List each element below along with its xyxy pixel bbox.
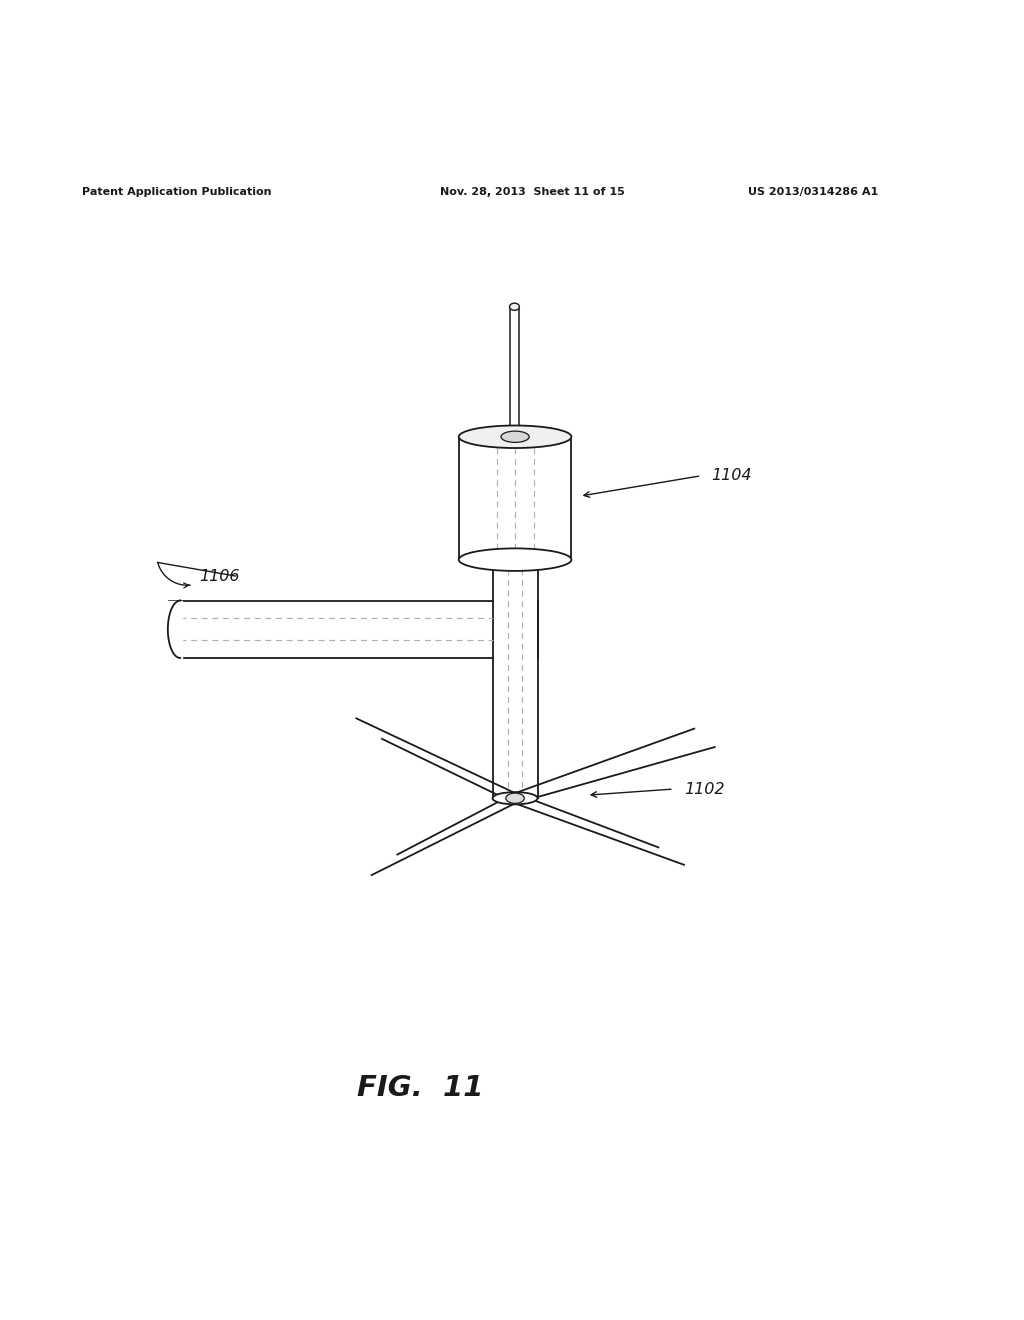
- Ellipse shape: [501, 432, 529, 442]
- Text: 1102: 1102: [684, 781, 725, 796]
- Ellipse shape: [510, 304, 519, 310]
- Ellipse shape: [493, 792, 538, 804]
- Ellipse shape: [459, 425, 571, 447]
- Text: 1106: 1106: [200, 569, 241, 583]
- Text: Patent Application Publication: Patent Application Publication: [82, 187, 271, 197]
- Text: Nov. 28, 2013  Sheet 11 of 15: Nov. 28, 2013 Sheet 11 of 15: [440, 187, 625, 197]
- Text: US 2013/0314286 A1: US 2013/0314286 A1: [748, 187, 878, 197]
- Ellipse shape: [459, 548, 571, 572]
- Text: FIG.  11: FIG. 11: [356, 1074, 483, 1102]
- Ellipse shape: [506, 793, 524, 804]
- Text: 1104: 1104: [712, 469, 753, 483]
